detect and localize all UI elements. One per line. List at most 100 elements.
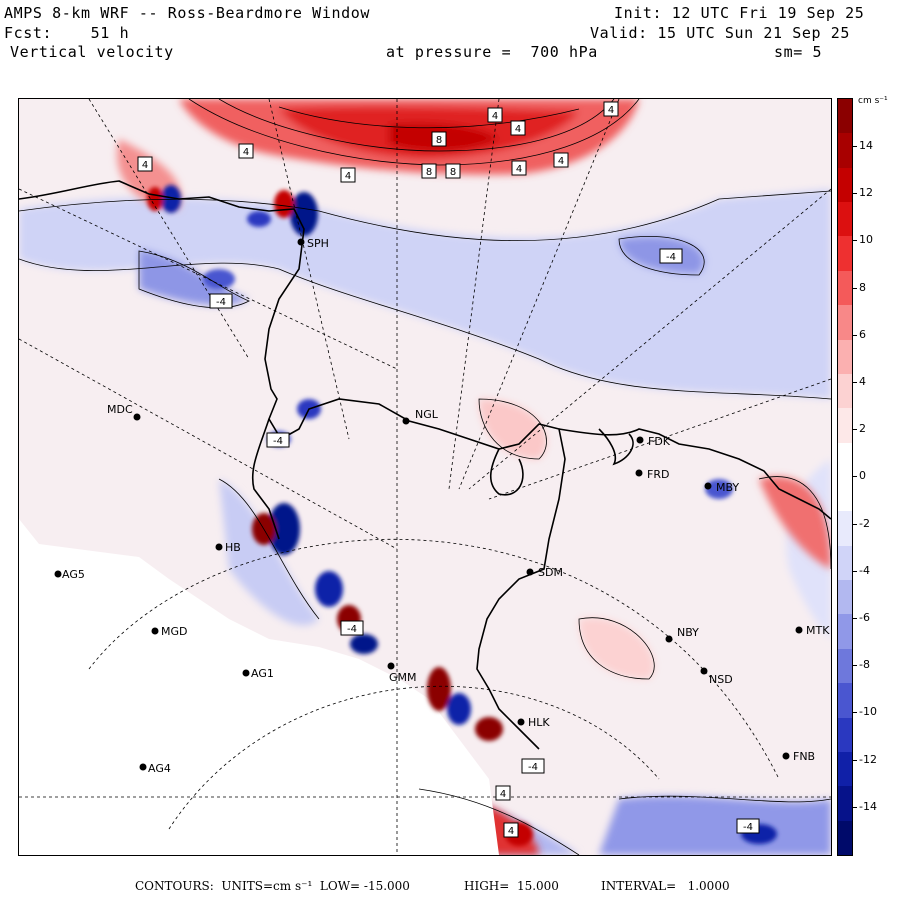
contour-value-box: 4 bbox=[503, 822, 519, 838]
colorbar-tick-label: 2 bbox=[859, 422, 866, 436]
station-ag4[interactable]: AG4 bbox=[139, 762, 171, 775]
contour-value-box: 4 bbox=[340, 167, 356, 183]
colorbar-segment bbox=[838, 408, 852, 444]
svg-text:4: 4 bbox=[492, 111, 498, 122]
colorbar-tick-label: 10 bbox=[859, 233, 873, 247]
colorbar-tick-label: -4 bbox=[859, 563, 870, 577]
contour-value-box: 4 bbox=[495, 785, 511, 801]
init-time: Init: 12 UTC Fri 19 Sep 25 bbox=[614, 4, 865, 22]
station-mtk[interactable]: MTK bbox=[795, 624, 831, 637]
colorbar-tick bbox=[852, 334, 857, 336]
colorbar-segment bbox=[838, 373, 852, 409]
colorbar-segment bbox=[838, 751, 852, 787]
svg-text:-4: -4 bbox=[216, 297, 226, 308]
colorbar-segment bbox=[838, 580, 852, 615]
red-field-regions bbox=[117, 99, 831, 855]
station-hlk[interactable]: HLK bbox=[517, 716, 551, 729]
contours-info: CONTOURS: UNITS=cm s⁻¹ LOW= -15.000 bbox=[135, 879, 410, 893]
colorbar-tick bbox=[852, 759, 857, 761]
colorbar-tick bbox=[852, 523, 857, 525]
station-frd[interactable]: FRD bbox=[635, 468, 670, 481]
contour-value-labels: 4 4 4 4 4 8 8 8 4 4 4 -4 -4 -4 -4 -4 -4 … bbox=[137, 101, 760, 838]
contour-value-box: 4 bbox=[238, 143, 254, 159]
colorbar-segment bbox=[838, 786, 852, 822]
smoothing-value: sm= 5 bbox=[774, 43, 823, 61]
colorbar-segment bbox=[838, 717, 852, 753]
svg-text:NSD: NSD bbox=[709, 673, 733, 686]
contour-value-box: 4 bbox=[511, 160, 527, 176]
colorbar-tick-label: -14 bbox=[859, 799, 877, 813]
svg-text:FNB: FNB bbox=[793, 750, 815, 763]
contour-value-box: -4 bbox=[340, 620, 364, 636]
colorbar-segment bbox=[838, 545, 852, 581]
variable-name: Vertical velocity bbox=[10, 43, 174, 61]
colorbar-segment bbox=[838, 202, 852, 237]
station-fnb[interactable]: FNB bbox=[782, 750, 816, 763]
colorbar-tick-label: -6 bbox=[859, 611, 870, 624]
svg-text:4: 4 bbox=[508, 826, 514, 837]
station-mdc[interactable]: MDC bbox=[107, 403, 141, 421]
station-sph[interactable]: SPH bbox=[297, 237, 329, 250]
contour-value-box: -4 bbox=[266, 432, 290, 448]
svg-text:HB: HB bbox=[225, 541, 241, 554]
colorbar bbox=[837, 98, 853, 856]
colorbar-segment bbox=[838, 614, 852, 650]
colorbar-segment bbox=[838, 133, 852, 169]
svg-text:AG1: AG1 bbox=[251, 667, 274, 680]
svg-text:MTK: MTK bbox=[806, 624, 830, 637]
colorbar-segment bbox=[838, 648, 852, 684]
svg-text:4: 4 bbox=[345, 171, 351, 182]
svg-text:MBY: MBY bbox=[716, 481, 739, 494]
colorbar-segment bbox=[838, 270, 852, 306]
svg-text:-4: -4 bbox=[743, 822, 753, 833]
colorbar-tick bbox=[852, 287, 857, 289]
contour-value-box: 4 bbox=[603, 101, 619, 117]
colorbar-tick-label: -8 bbox=[859, 658, 870, 672]
colorbar-tick bbox=[852, 193, 857, 195]
colorbar-segment bbox=[838, 442, 852, 478]
colorbar-tick bbox=[852, 712, 857, 714]
station-fdk[interactable]: FDK bbox=[636, 435, 671, 448]
colorbar-segment bbox=[838, 99, 852, 134]
no-data-region bbox=[19, 519, 499, 855]
contour-value-box: 4 bbox=[137, 156, 153, 172]
station-ag5[interactable]: AG5 bbox=[54, 568, 85, 581]
colorbar-tick-label: 4 bbox=[859, 375, 866, 388]
colorbar-tick-label: -2 bbox=[859, 516, 870, 530]
contour-value-box: -4 bbox=[659, 248, 683, 264]
station-ngl[interactable]: NGL bbox=[402, 408, 439, 425]
station-mby[interactable]: MBY bbox=[704, 481, 740, 494]
station-gmm[interactable]: GMM bbox=[387, 662, 417, 685]
station-sdm[interactable]: SDM bbox=[526, 566, 563, 579]
station-nsd[interactable]: NSD bbox=[700, 667, 733, 687]
svg-text:NBY: NBY bbox=[677, 626, 699, 639]
colorbar-tick-label: 14 bbox=[859, 139, 873, 152]
colorbar-segment bbox=[838, 339, 852, 375]
contour-value-box: 4 bbox=[510, 120, 526, 136]
svg-text:SPH: SPH bbox=[307, 237, 329, 250]
forecast-hour: Fcst: 51 h bbox=[4, 24, 130, 42]
station-mgd[interactable]: MGD bbox=[151, 625, 188, 638]
svg-text:AG5: AG5 bbox=[62, 568, 85, 581]
colorbar-tick bbox=[852, 665, 857, 667]
svg-text:4: 4 bbox=[608, 105, 614, 116]
contour-value-box: -4 bbox=[736, 818, 760, 834]
colorbar-segment bbox=[838, 305, 852, 341]
station-ag1[interactable]: AG1 bbox=[242, 667, 274, 680]
colorbar-segment bbox=[838, 477, 852, 512]
svg-text:-4: -4 bbox=[347, 624, 357, 635]
station-hb[interactable]: HB bbox=[215, 541, 241, 554]
colorbar-tick bbox=[852, 806, 857, 808]
station-markers: SPH NGL MDC FDK FRD MBY AG5 MGD AG1 AG4 … bbox=[54, 237, 831, 775]
svg-text:8: 8 bbox=[450, 167, 456, 178]
colorbar-segment bbox=[838, 820, 852, 855]
station-nby[interactable]: NBY bbox=[665, 626, 700, 643]
contour-value-box: 8 bbox=[431, 131, 447, 147]
contour-value-box: 4 bbox=[487, 107, 503, 123]
valid-time: Valid: 15 UTC Sun 21 Sep 25 bbox=[590, 24, 851, 42]
svg-text:4: 4 bbox=[516, 164, 522, 175]
svg-text:4: 4 bbox=[142, 160, 148, 171]
svg-text:4: 4 bbox=[515, 124, 521, 135]
colorbar-segment bbox=[838, 683, 852, 719]
svg-text:8: 8 bbox=[436, 135, 442, 146]
